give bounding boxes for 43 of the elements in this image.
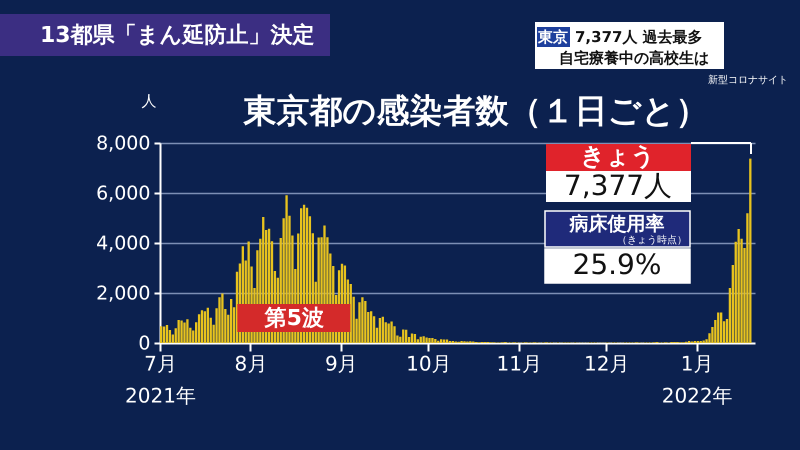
y-tick-label: 6,000 xyxy=(96,182,150,204)
annotation: 病床使用率 xyxy=(568,213,664,235)
bar xyxy=(717,312,720,343)
x-tick-label: 8月 xyxy=(234,352,268,376)
y-axis-title: 人 xyxy=(142,92,156,110)
annotation: 7,377人 xyxy=(564,169,672,202)
text: 7,377人 過去最多 xyxy=(575,28,703,46)
bar xyxy=(230,299,232,343)
bar xyxy=(206,308,209,343)
x-tick-label: 10月 xyxy=(406,352,452,376)
y-tick-label: 4,000 xyxy=(96,232,150,254)
bar xyxy=(420,336,422,343)
annotation: 第5波 xyxy=(264,306,324,331)
x-tick-label: 1月 2022年 xyxy=(662,352,733,408)
x-tick-label: 11月 xyxy=(496,352,542,376)
bar xyxy=(422,336,425,343)
annotation: （きょう時点） xyxy=(617,234,687,246)
bar xyxy=(364,301,366,343)
y-tick-label: 2,000 xyxy=(96,282,150,304)
chart-title: 東京都の感染者数（１日ごと） xyxy=(242,91,708,130)
y-tick-label: 8,000 xyxy=(96,132,150,154)
x-tick-label: 9月 xyxy=(324,352,358,376)
annotation: 25.9% xyxy=(572,248,662,281)
x-tick-label: 12月 xyxy=(584,352,630,376)
x-tick-label: 7月 2021年 xyxy=(125,352,196,408)
bar xyxy=(738,229,740,343)
bar xyxy=(160,326,162,343)
bar xyxy=(749,158,752,343)
text: 新型コロナサイト xyxy=(708,74,788,86)
text: 東京 xyxy=(537,28,568,46)
bar xyxy=(382,316,384,343)
bar xyxy=(402,330,404,343)
bar xyxy=(370,311,372,343)
bar xyxy=(388,324,390,343)
annotation: きょう xyxy=(580,142,656,170)
bar xyxy=(405,330,408,343)
bar xyxy=(720,312,722,343)
y-tick-label: 0 xyxy=(138,332,150,354)
bar xyxy=(440,339,442,343)
bar xyxy=(434,339,436,343)
text: 自宅療養中の高校生は xyxy=(559,49,709,67)
bar xyxy=(178,320,180,343)
text: 13都県「まん延防止」決定 xyxy=(40,22,315,48)
